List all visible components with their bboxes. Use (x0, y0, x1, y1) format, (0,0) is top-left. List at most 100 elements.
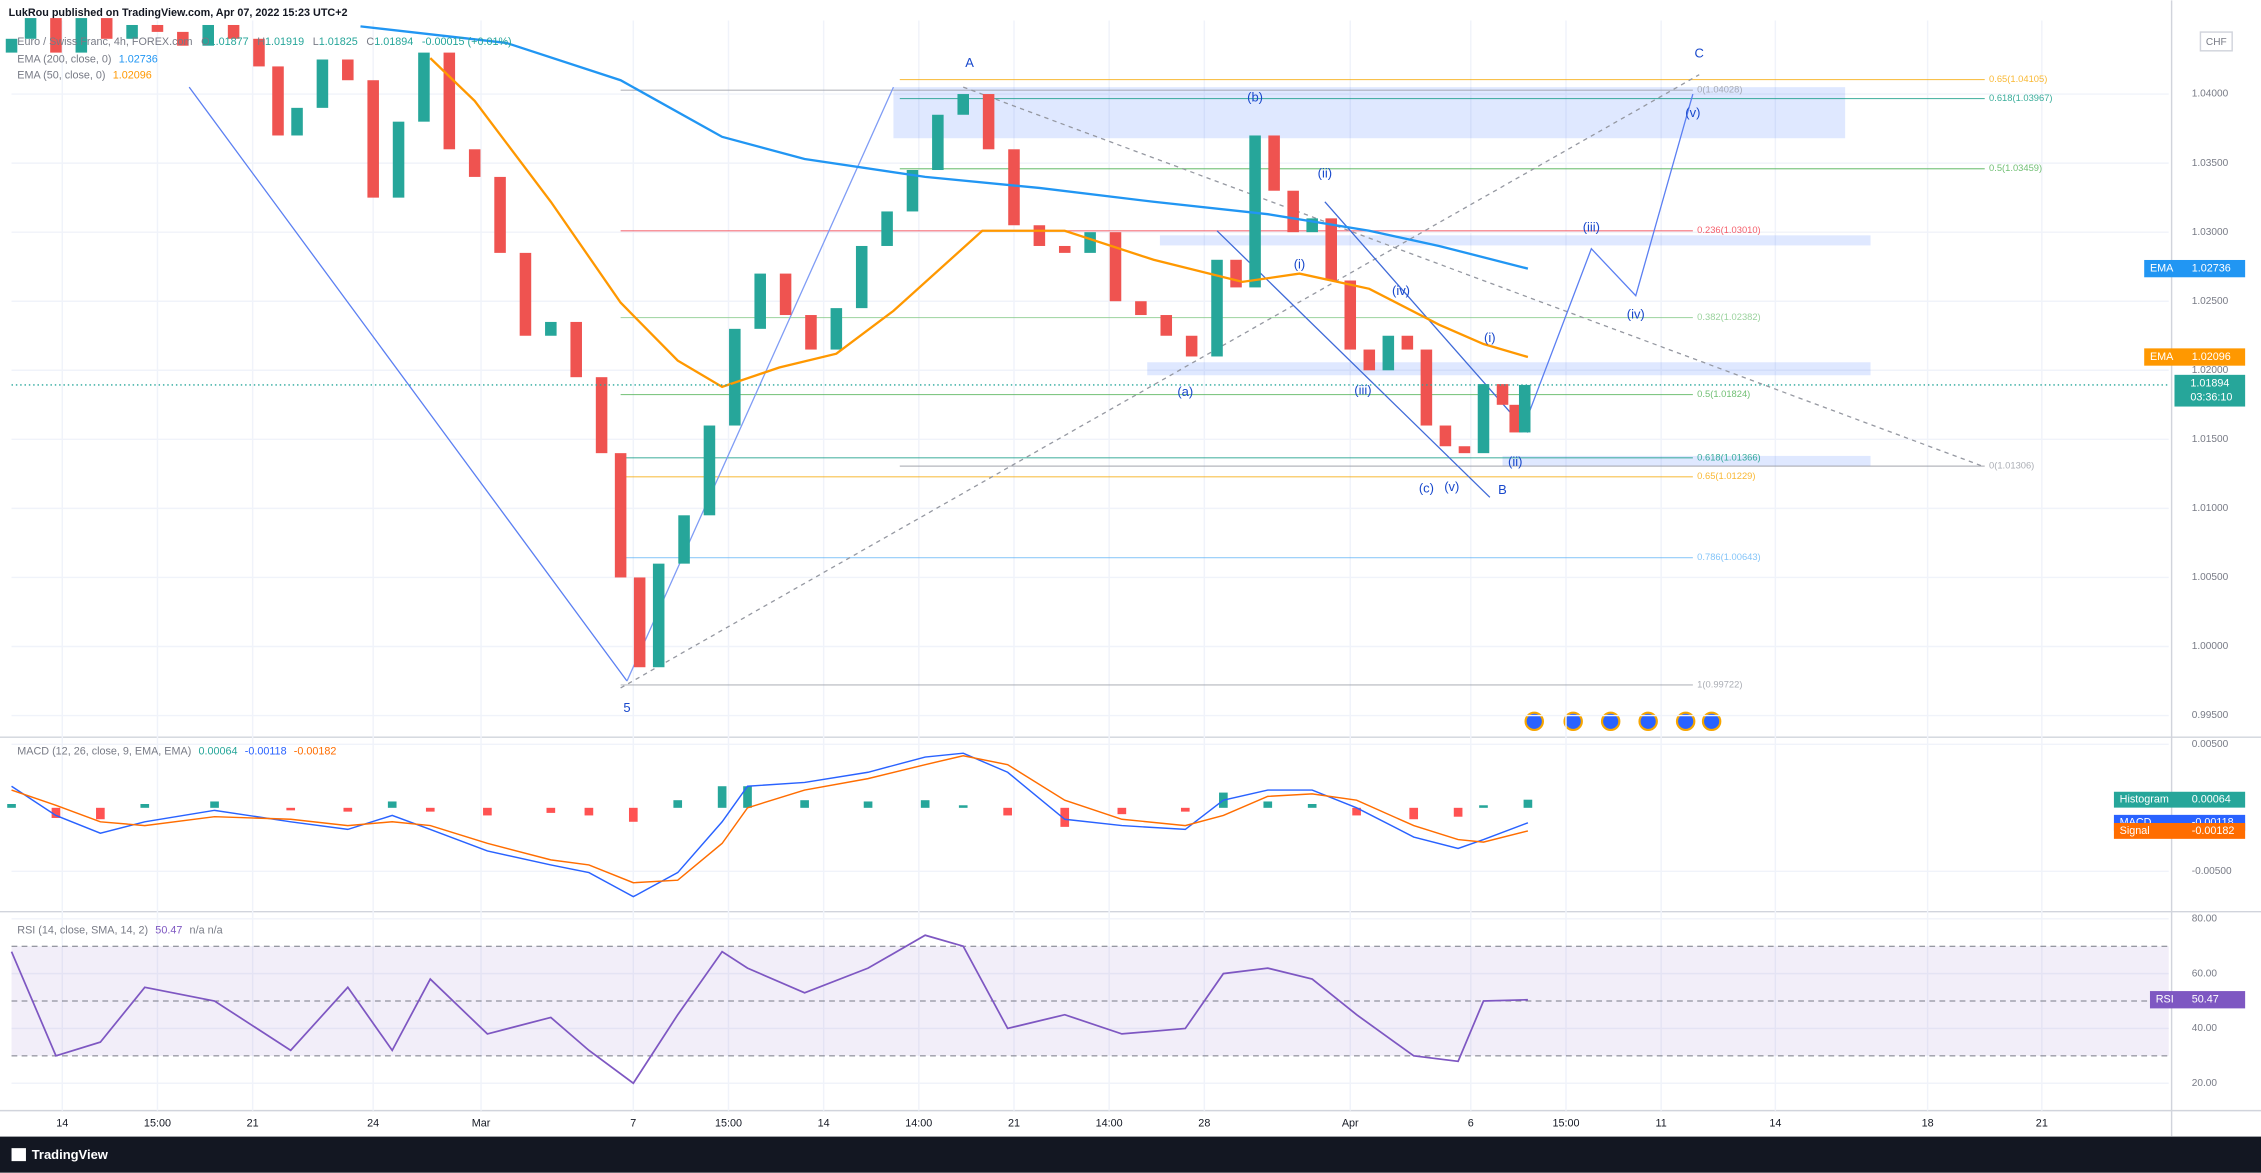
macd-value: -0.00182 (294, 745, 337, 757)
candle (1509, 404, 1521, 433)
candle (729, 328, 741, 426)
macd-value: 0.00064 (199, 745, 238, 757)
histogram-bar (1180, 807, 1190, 812)
candle (100, 18, 113, 39)
x-tick-label: 11 (1656, 1117, 1667, 1129)
fib-label: 0(1.04028) (1697, 85, 1742, 95)
ema-line (360, 25, 1529, 270)
indicator-name: EMA (50, close, 0) (17, 69, 105, 81)
histogram-bar (96, 807, 105, 820)
histogram-bar (958, 805, 968, 808)
wave-label: 5 (623, 700, 630, 715)
y-tick-label: 60.00 (2192, 968, 2218, 979)
histogram-bar (1307, 804, 1317, 808)
rsi-value: 50.47 (155, 924, 182, 936)
histogram-bar (1523, 799, 1533, 808)
wave-label: (v) (1685, 105, 1700, 120)
rsi-badge (2149, 991, 2246, 1009)
icon[interactable] (1701, 711, 1722, 732)
x-tick-label: 24 (367, 1117, 379, 1129)
icon[interactable] (1600, 711, 1621, 732)
candle (652, 563, 665, 668)
wave-label: (iii) (1354, 382, 1371, 397)
histogram-bar (140, 804, 150, 808)
fib-label: 0.65(1.01229) (1697, 471, 1755, 481)
zone (1502, 455, 1871, 466)
x-tick-label: 15:00 (715, 1117, 742, 1129)
candle (1496, 384, 1509, 405)
x-tick-label: 18 (1922, 1117, 1934, 1129)
histogram-bar (1453, 807, 1463, 817)
histogram-bar (584, 807, 594, 816)
symbol-legend: Euro / Swiss Franc, 4h, FOREX.com O1.0187… (17, 36, 511, 48)
histogram-bar (210, 801, 219, 808)
candle (805, 315, 817, 350)
icon[interactable] (1638, 711, 1658, 732)
macd-line (11, 755, 1529, 884)
y-tick-label: 1.00500 (2192, 572, 2229, 583)
rsi-extra: n/a n/a (190, 924, 223, 936)
indicator-value: 1.02736 (119, 53, 158, 65)
trend-line (1216, 230, 1491, 498)
y-tick-label: 20.00 (2192, 1078, 2218, 1089)
fib-label: 1(0.99722) (1697, 679, 1742, 689)
y-tick-label: 1.03500 (2192, 158, 2229, 169)
histogram-bar (1263, 801, 1273, 808)
candle (1477, 384, 1490, 454)
y-tick-label: 1.03000 (2192, 227, 2229, 238)
wave-label: A (965, 55, 974, 70)
ohlc-key: C (366, 36, 374, 48)
brand-logo (11, 1148, 26, 1162)
candle (932, 114, 944, 171)
ohlc-value: 1.01877 (210, 36, 249, 48)
candle (1084, 232, 1096, 253)
trend-line (1520, 93, 1694, 433)
ohlc-value: 1.01919 (265, 36, 304, 48)
wave-label: (ii) (1318, 166, 1332, 181)
y-tick-label: -0.00500 (2192, 866, 2232, 877)
icon[interactable] (1524, 711, 1544, 732)
price-badge (2144, 348, 2246, 366)
icon[interactable] (1563, 711, 1583, 732)
scroll-icons[interactable] (1524, 711, 1722, 732)
histogram-bar (483, 807, 492, 816)
icon[interactable] (1675, 711, 1696, 732)
wave-label: (a) (1177, 384, 1193, 399)
candle (1420, 349, 1433, 426)
candle (830, 308, 843, 350)
fib-label: 0.618(1.03967) (1989, 93, 2053, 103)
ohlc-key: O (201, 36, 209, 48)
countdown: 03:36:10 (2190, 392, 2232, 404)
candle (316, 59, 329, 108)
x-tick-label: 6 (1468, 1117, 1474, 1129)
candle (202, 24, 214, 46)
x-tick-label: 14 (56, 1117, 68, 1129)
candle (1518, 384, 1531, 433)
candle (1008, 149, 1020, 226)
badge-label: Histogram (2120, 794, 2169, 806)
wave-label: (b) (1247, 90, 1263, 105)
candle (1325, 218, 1337, 281)
histogram-bar (343, 807, 353, 812)
publisher: LukRou published on TradingView.com, Apr… (9, 7, 348, 19)
symbol: Euro / Swiss Franc, 4h, FOREX.com (17, 36, 192, 48)
zone (1159, 235, 1871, 246)
candle (443, 52, 456, 150)
candle (177, 31, 189, 46)
change: -0.00015 (+0.01%) (422, 36, 512, 48)
wave-label: (i) (1484, 330, 1496, 345)
candle (1287, 190, 1299, 233)
candle (982, 94, 995, 150)
trend-line (626, 86, 895, 682)
x-tick-label: 14 (1769, 1117, 1781, 1129)
candle (754, 273, 766, 329)
candle (595, 377, 608, 454)
candle (24, 18, 37, 39)
rsi-line (10, 934, 1528, 1085)
wave-label: (c) (1419, 480, 1434, 495)
x-tick-label: 14 (818, 1117, 830, 1129)
macd-badge (2113, 791, 2246, 808)
rsi-title: RSI (14, close, SMA, 14, 2) (17, 924, 148, 936)
candle (151, 24, 164, 32)
